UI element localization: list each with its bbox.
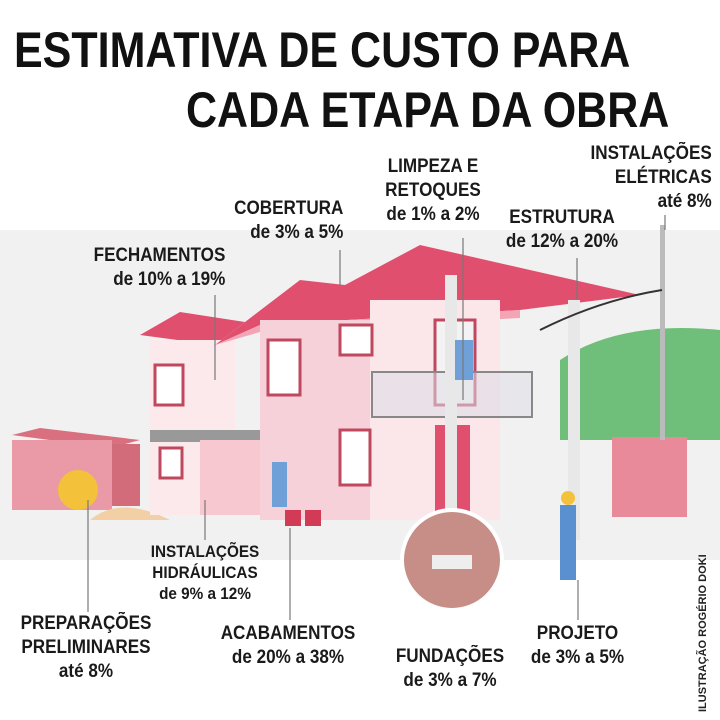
cement-mixer	[58, 470, 98, 510]
leader-lines	[87, 215, 666, 620]
stage-range: até 8%	[657, 191, 712, 212]
stage-name: INSTALAÇÕES	[150, 542, 260, 561]
stage-range: de 9% a 12%	[159, 584, 251, 603]
electrical-box	[612, 437, 687, 517]
label-fundacoes: FUNDAÇÕES de 3% a 7%	[383, 645, 518, 693]
hard-hat	[561, 491, 575, 505]
title-line-1: ESTIMATIVA DE CUSTO PARA	[14, 22, 631, 78]
stage-name: FECHAMENTOS	[93, 245, 225, 266]
stage-name: ELÉTRICAS	[615, 167, 712, 188]
stage-name: PRELIMINARES	[21, 637, 151, 658]
sand-pile	[90, 507, 170, 520]
stage-range: de 3% a 7%	[403, 670, 497, 691]
stage-name: LIMPEZA E	[387, 156, 479, 177]
stage-range: de 3% a 5%	[530, 647, 625, 668]
label-cobertura: COBERTURA de 3% a 5%	[234, 197, 343, 245]
main-house	[215, 245, 640, 540]
stage-name: INSTALAÇÕES	[590, 143, 712, 164]
stage-range: de 20% a 38%	[231, 647, 345, 668]
worker-architect	[560, 505, 576, 580]
stage-range: de 1% a 2%	[386, 204, 480, 225]
stage-range: até 8%	[58, 661, 114, 682]
worker-painter	[455, 340, 473, 380]
utility-pole	[660, 225, 665, 440]
stage-range: de 10% a 19%	[112, 269, 225, 290]
stage-name: RETOQUES	[385, 180, 481, 201]
label-eletricas: INSTALAÇÕES ELÉTRICAS até 8%	[591, 142, 712, 214]
label-hidraulicas: INSTALAÇÕES HIDRÁULICAS de 9% a 12%	[133, 541, 277, 604]
label-preparacoes: PREPARAÇÕES PRELIMINARES até 8%	[9, 612, 164, 684]
power-line	[539, 289, 663, 331]
stage-name: ESTRUTURA	[509, 207, 615, 228]
stage-name: PREPARAÇÕES	[20, 613, 152, 634]
stage-name: FUNDAÇÕES	[395, 646, 505, 667]
green-hill	[560, 328, 720, 440]
worker-wall	[272, 462, 287, 507]
label-limpeza: LIMPEZA E RETOQUES de 1% a 2%	[370, 155, 496, 227]
label-projeto: PROJETO de 3% a 5%	[517, 622, 639, 670]
stage-name: PROJETO	[536, 623, 619, 644]
stage-range: de 3% a 5%	[249, 222, 343, 243]
paint-bucket	[305, 510, 321, 526]
left-house	[140, 312, 260, 515]
stage-name: ACABAMENTOS	[220, 623, 356, 644]
paint-bucket	[285, 510, 301, 526]
illustration-credit: ILUSTRAÇÃO ROGÉRIO DOKI	[697, 554, 709, 712]
label-acabamentos: ACABAMENTOS de 20% a 38%	[207, 622, 369, 670]
title-line-2: CADA ETAPA DA OBRA	[186, 82, 670, 138]
label-fechamentos: FECHAMENTOS de 10% a 19%	[93, 244, 225, 292]
label-estrutura: ESTRUTURA de 12% a 20%	[490, 206, 634, 254]
stage-name: HIDRÁULICAS	[152, 563, 258, 582]
stage-name: COBERTURA	[233, 198, 343, 219]
foundation-footing	[432, 555, 472, 569]
stage-range: de 12% a 20%	[505, 231, 619, 252]
